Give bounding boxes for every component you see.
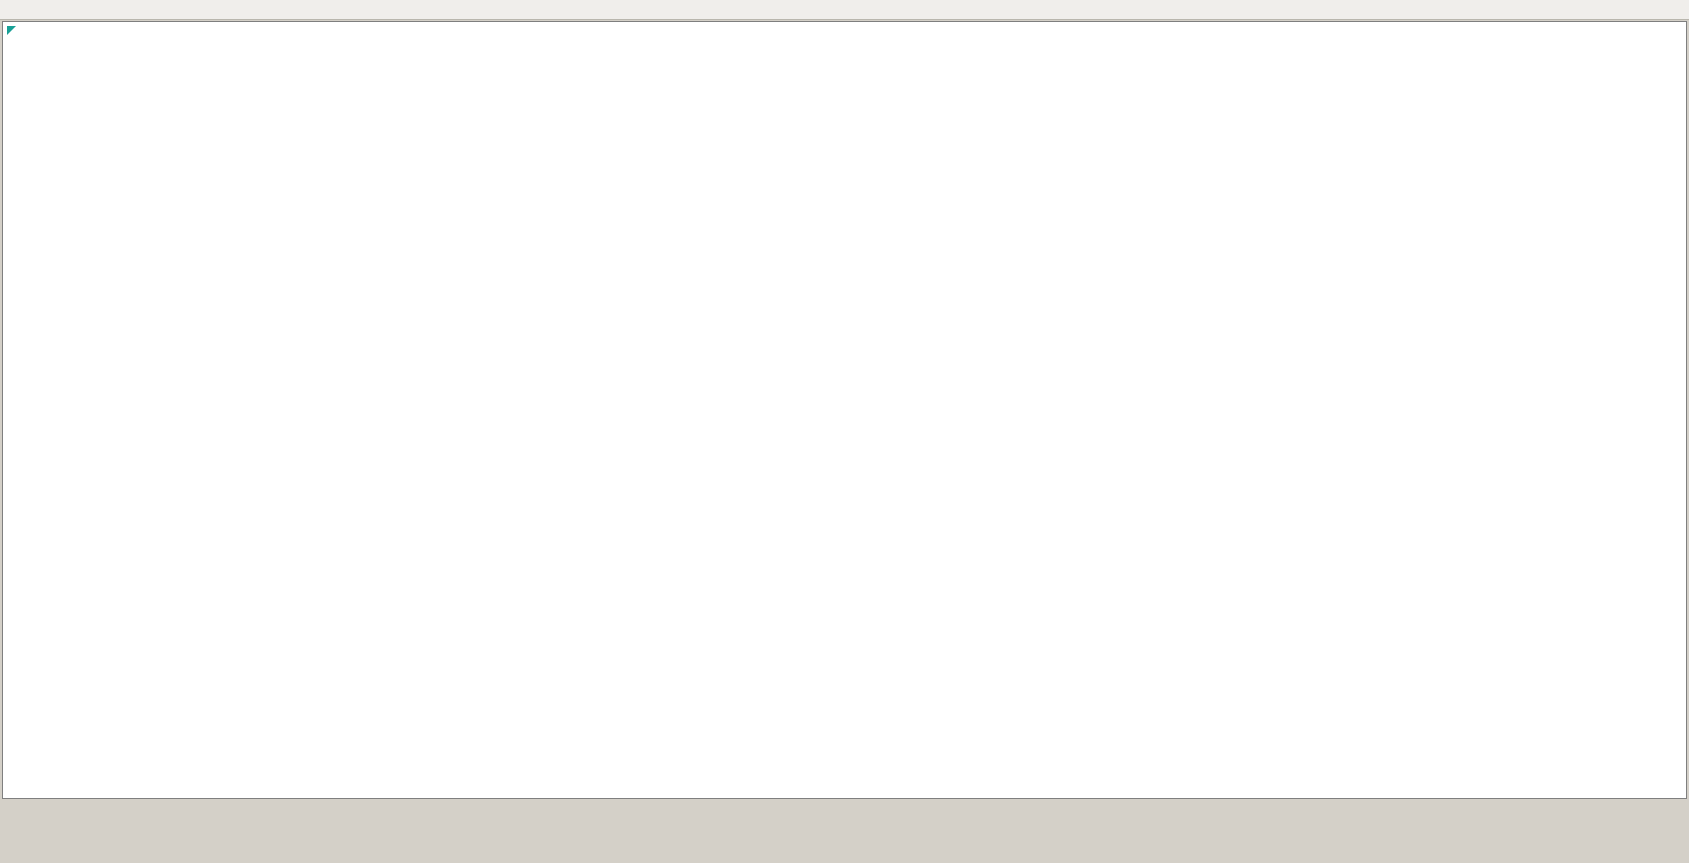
rsi-indicator-label [8,683,14,694]
toolbar [0,0,1689,20]
chart-window [2,21,1687,799]
chart-corner-icon [7,26,16,35]
macd-indicator-label [8,566,14,577]
chart-title [22,25,32,36]
